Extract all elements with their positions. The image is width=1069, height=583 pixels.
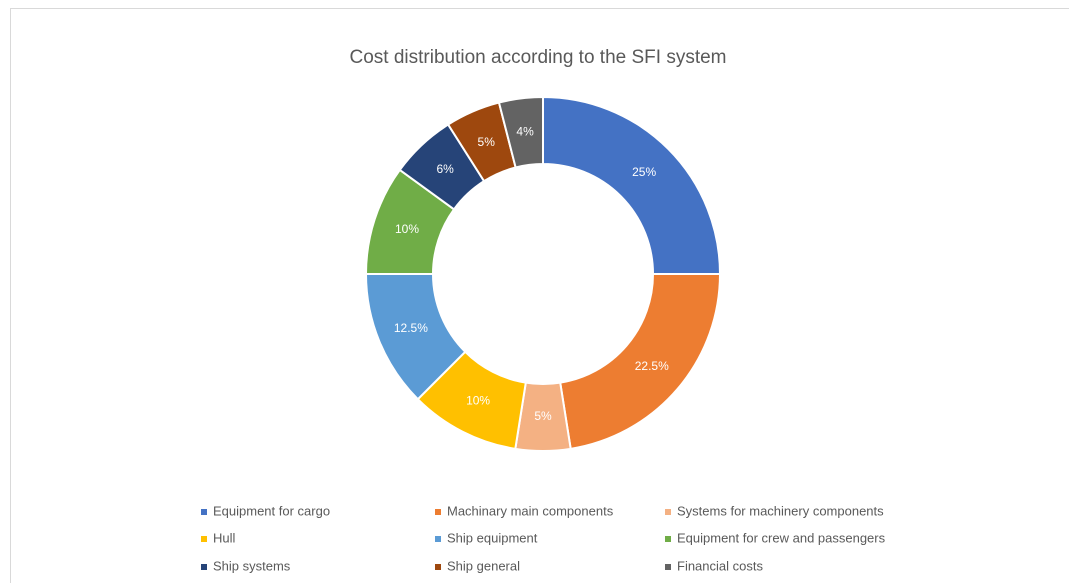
donut-segment [542,95,722,275]
data-label: 4% [516,124,534,138]
legend-label: Ship systems [213,558,291,573]
data-label: 5% [478,135,496,149]
data-label: 6% [436,162,454,176]
legend-swatch [435,509,441,515]
data-label: 25% [632,165,656,179]
legend-swatch [665,564,671,570]
data-label: 10% [466,394,490,408]
legend-label: Ship equipment [447,530,538,545]
data-label: 22.5% [635,359,669,373]
legend-label: Machinary main components [447,503,614,518]
donut-segment [559,273,722,450]
legend-swatch [201,509,207,515]
legend-swatch [201,564,207,570]
legend-swatch [435,536,441,542]
legend-swatch [665,509,671,515]
data-label: 12.5% [394,321,428,335]
data-label: 5% [534,409,552,423]
chart-title: Cost distribution according to the SFI s… [350,47,727,68]
legend-label: Equipment for crew and passengers [677,530,886,545]
legend-label: Ship general [447,558,520,573]
legend-swatch [665,536,671,542]
donut-segment [497,95,544,169]
legend-label: Equipment for cargo [213,503,330,518]
legend-swatch [435,564,441,570]
legend-label: Hull [213,530,236,545]
chart-area [10,8,1069,583]
legend-swatch [201,536,207,542]
legend-label: Financial costs [677,558,763,573]
legend-label: Systems for machinery components [677,503,884,518]
data-label: 10% [395,222,419,236]
